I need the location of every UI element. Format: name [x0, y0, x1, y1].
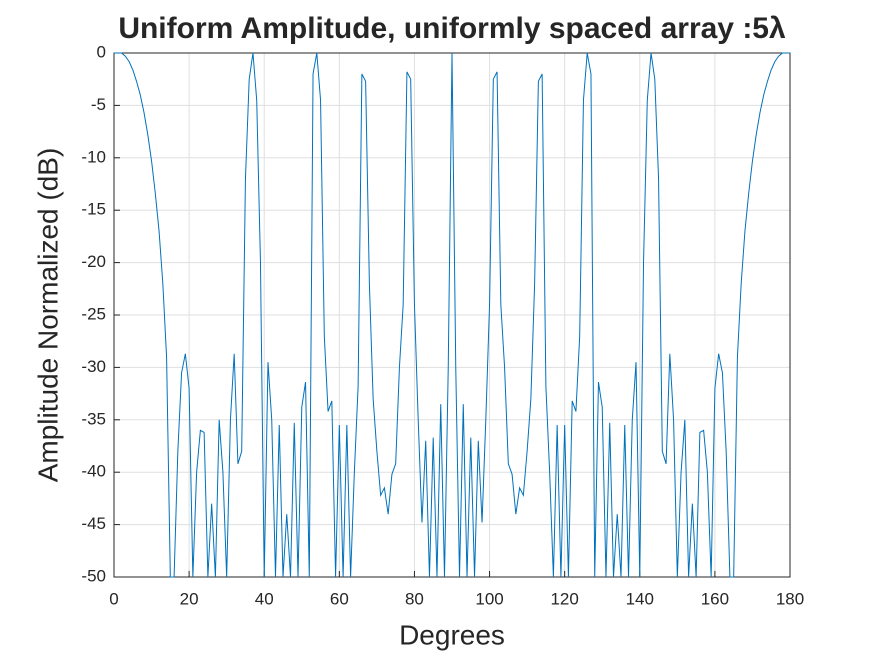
x-axis-label: Degrees [399, 619, 505, 650]
x-tick-label: 120 [550, 589, 578, 608]
x-tick-label: 180 [776, 589, 804, 608]
y-tick-label: -35 [81, 409, 106, 428]
x-tick-label: 160 [701, 589, 729, 608]
y-tick-label: -20 [81, 252, 106, 271]
data-line [114, 52, 790, 578]
y-tick-label: -30 [81, 357, 106, 376]
chart-title: Uniform Amplitude, uniformly spaced arra… [118, 12, 786, 45]
y-tick-label: -40 [81, 462, 106, 481]
x-tick-label: 0 [109, 589, 118, 608]
y-tick-label: 0 [97, 42, 106, 61]
x-tick-label: 20 [180, 589, 199, 608]
y-axis-label: Amplitude Normalized (dB) [32, 148, 63, 483]
y-tick-label: -25 [81, 304, 106, 323]
y-tick-label: -10 [81, 147, 106, 166]
x-tick-label: 40 [255, 589, 274, 608]
x-tick-label: 60 [330, 589, 349, 608]
x-tick-label: 140 [626, 589, 654, 608]
y-tick-label: -45 [81, 514, 106, 533]
x-tick-label: 80 [405, 589, 424, 608]
x-tick-label: 100 [475, 589, 503, 608]
y-tick-label: -50 [81, 566, 106, 585]
y-tick-label: -15 [81, 200, 106, 219]
y-tick-label: -5 [91, 95, 106, 114]
